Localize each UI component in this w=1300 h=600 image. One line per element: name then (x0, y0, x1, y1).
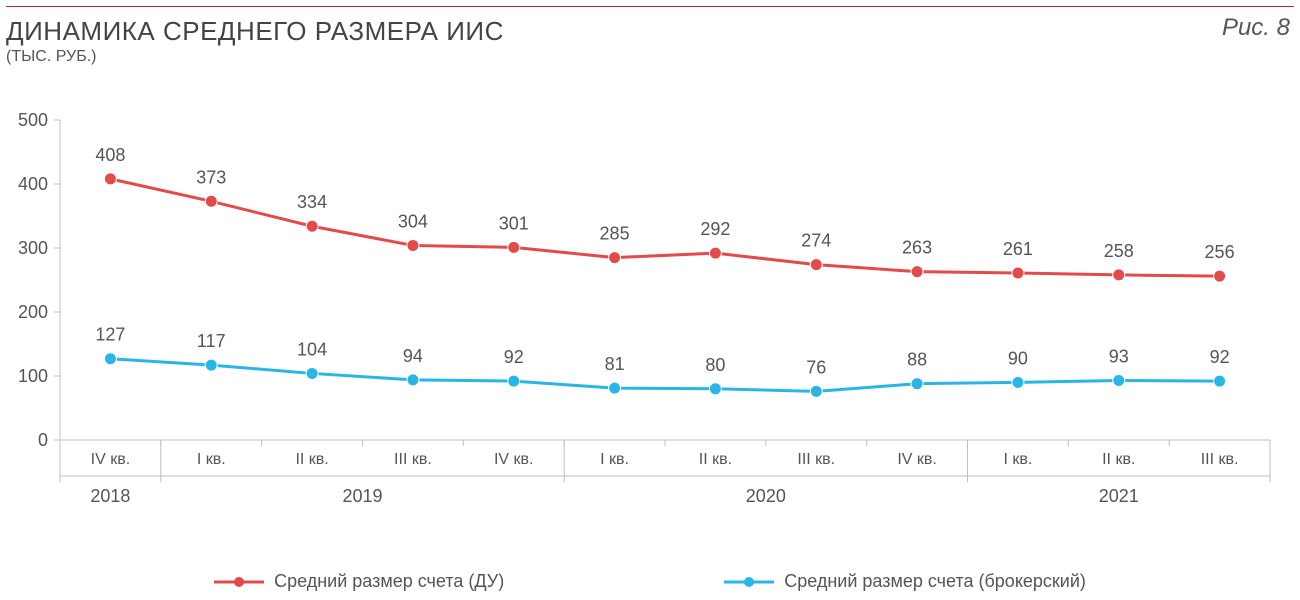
svg-text:292: 292 (700, 219, 730, 239)
svg-text:285: 285 (600, 224, 630, 244)
chart-container: ДИНАМИКА СРЕДНЕГО РАЗМЕРА ИИС (ТЫС. РУБ.… (0, 0, 1300, 600)
svg-text:334: 334 (297, 192, 327, 212)
svg-text:III кв.: III кв. (797, 451, 835, 468)
svg-text:93: 93 (1109, 346, 1129, 366)
svg-text:408: 408 (95, 145, 125, 165)
svg-text:III кв.: III кв. (1201, 451, 1239, 468)
svg-text:II кв.: II кв. (1102, 451, 1135, 468)
svg-text:104: 104 (297, 339, 327, 359)
legend-label-broker: Средний размер счета (брокерский) (784, 571, 1086, 592)
svg-text:400: 400 (18, 174, 48, 194)
svg-text:II кв.: II кв. (699, 451, 732, 468)
svg-text:304: 304 (398, 211, 428, 231)
svg-text:92: 92 (1210, 347, 1230, 367)
svg-text:500: 500 (18, 110, 48, 130)
svg-text:127: 127 (95, 325, 125, 345)
legend-swatch-du (214, 576, 264, 588)
svg-text:88: 88 (907, 350, 927, 370)
legend-item-broker: Средний размер счета (брокерский) (724, 571, 1086, 592)
svg-text:274: 274 (801, 231, 831, 251)
svg-text:200: 200 (18, 302, 48, 322)
svg-text:258: 258 (1104, 241, 1134, 261)
svg-text:80: 80 (705, 355, 725, 375)
svg-text:IV кв.: IV кв. (494, 451, 534, 468)
svg-text:76: 76 (806, 357, 826, 377)
svg-text:2018: 2018 (90, 486, 130, 506)
figure-label: Рис. 8 (1222, 14, 1290, 42)
svg-text:300: 300 (18, 238, 48, 258)
svg-text:I кв.: I кв. (197, 451, 226, 468)
svg-text:2020: 2020 (746, 486, 786, 506)
svg-text:IV кв.: IV кв. (897, 451, 937, 468)
chart-title: ДИНАМИКА СРЕДНЕГО РАЗМЕРА ИИС (6, 16, 504, 47)
legend-item-du: Средний размер счета (ДУ) (214, 571, 504, 592)
svg-text:92: 92 (504, 347, 524, 367)
svg-text:261: 261 (1003, 239, 1033, 259)
svg-text:94: 94 (403, 346, 423, 366)
svg-text:81: 81 (605, 354, 625, 374)
svg-text:100: 100 (18, 366, 48, 386)
svg-text:90: 90 (1008, 348, 1028, 368)
svg-text:IV кв.: IV кв. (91, 451, 131, 468)
svg-text:III кв.: III кв. (394, 451, 432, 468)
svg-text:117: 117 (197, 331, 226, 351)
legend-label-du: Средний размер счета (ДУ) (274, 571, 504, 592)
svg-text:I кв.: I кв. (600, 451, 629, 468)
svg-text:373: 373 (196, 167, 226, 187)
svg-text:II кв.: II кв. (295, 451, 328, 468)
svg-text:256: 256 (1205, 242, 1235, 262)
svg-text:301: 301 (499, 213, 529, 233)
svg-text:0: 0 (38, 430, 48, 450)
top-rule (6, 6, 1294, 7)
svg-text:263: 263 (902, 238, 932, 258)
chart-svg: 0 100 200 300 400 500 IV кв. I кв. II кв. III кв.… (0, 80, 1300, 520)
chart-area: 0 100 200 300 400 500 IV кв. I кв. II кв. III кв.… (0, 80, 1300, 580)
svg-text:I кв.: I кв. (1003, 451, 1032, 468)
chart-subtitle: (ТЫС. РУБ.) (6, 48, 96, 66)
svg-text:2019: 2019 (342, 486, 382, 506)
legend-swatch-broker (724, 576, 774, 588)
legend: Средний размер счета (ДУ) Средний размер… (0, 571, 1300, 592)
svg-text:2021: 2021 (1099, 486, 1139, 506)
